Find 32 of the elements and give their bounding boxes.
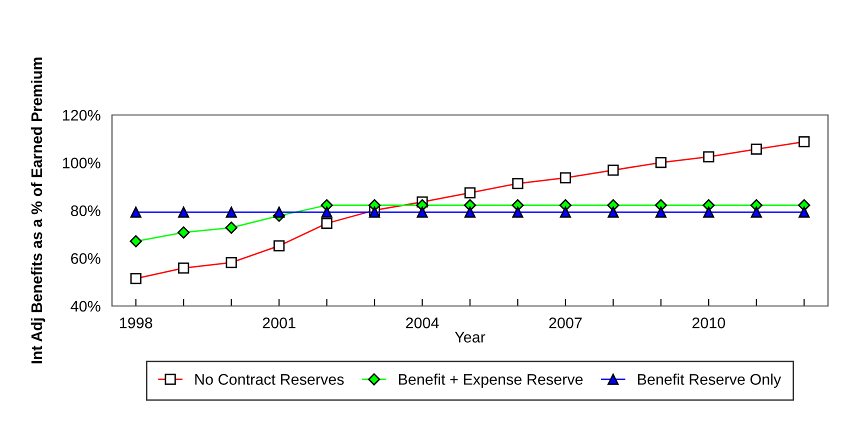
y-tick-label: 100% [62, 158, 100, 168]
point [750, 206, 762, 218]
point [655, 206, 666, 218]
x-tick-label: 2001 [262, 318, 296, 328]
y-tick-label: 40% [70, 300, 100, 312]
point [798, 206, 810, 218]
point [178, 226, 190, 239]
point [226, 206, 237, 218]
point [225, 222, 238, 234]
legend-label: No Contract Reserves [195, 374, 344, 385]
point [512, 206, 524, 218]
point [130, 235, 142, 248]
x-tick-label: 2007 [549, 318, 582, 328]
x-tick-label: 1998 [120, 318, 152, 328]
legend-label: Benefit + Expense Reserve [399, 374, 583, 388]
y-tick-label: 60% [71, 253, 100, 264]
point [560, 206, 572, 218]
x-tick-label: 2010 [692, 318, 726, 328]
y-tick-label: 120% [62, 110, 100, 121]
point [464, 206, 476, 218]
point [130, 206, 142, 218]
point [703, 206, 714, 218]
point [321, 206, 332, 218]
y-tick-label: 80% [70, 205, 100, 216]
y-axis-title: Int Adj Benefits as a % of Earned Premium [30, 58, 46, 364]
legend-label: Benefit Reserve Only [638, 374, 782, 388]
point [608, 206, 619, 218]
point [178, 206, 190, 218]
point [274, 206, 285, 218]
point [416, 206, 428, 218]
x-tick-label: 2004 [406, 318, 439, 328]
x-axis-title: Year [454, 332, 486, 343]
